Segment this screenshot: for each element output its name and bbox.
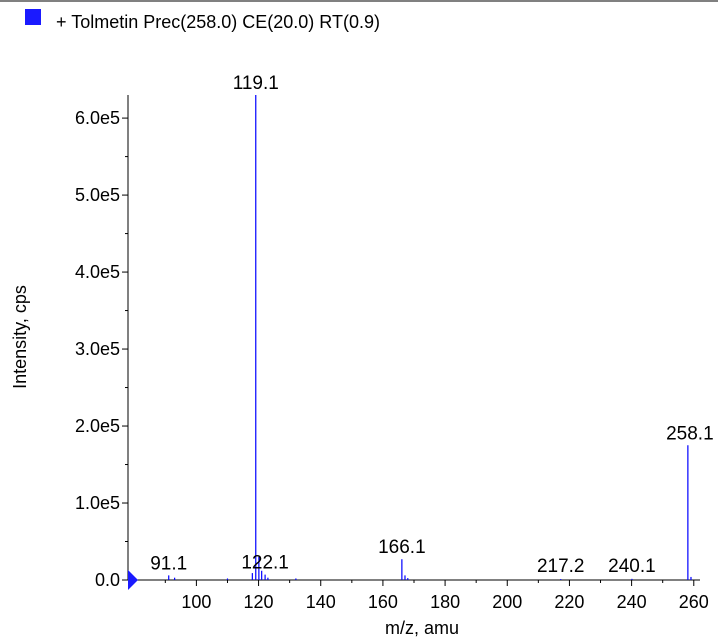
peak-label: 258.1 [666, 423, 714, 444]
peaks [168, 95, 692, 580]
y-tick-label: 2.0e5 [75, 416, 120, 436]
legend-label: + Tolmetin Prec(258.0) CE(20.0) RT(0.9) [56, 12, 380, 32]
peak-label: 240.1 [608, 556, 656, 577]
peak-label: 91.1 [150, 553, 187, 574]
x-tick-label: 120 [244, 592, 274, 612]
x-tick-label: 260 [679, 592, 709, 612]
x-tick-label: 100 [181, 592, 211, 612]
y-tick-label: 6.0e5 [75, 108, 120, 128]
y-tick-label: 5.0e5 [75, 185, 120, 205]
x-tick-label: 160 [368, 592, 398, 612]
peak-label: 217.2 [537, 556, 585, 577]
x-axis-title: m/z, amu [385, 618, 459, 638]
x-tick-label: 240 [617, 592, 647, 612]
y-axis-title: Intensity, cps [10, 285, 30, 389]
x-tick-label: 220 [554, 592, 584, 612]
y-tick-label: 3.0e5 [75, 339, 120, 359]
peak-labels: 91.1 119.1 122.1 166.1 217.2 240.1 258.1 [150, 73, 713, 577]
y-ticks: 0.0 1.0e5 2.0e5 3.0e5 4.0e5 5.0e5 6.0e5 [75, 108, 128, 590]
legend-swatch [25, 9, 41, 25]
x-tick-label: 200 [492, 592, 522, 612]
y-tick-label: 1.0e5 [75, 493, 120, 513]
legend: + Tolmetin Prec(258.0) CE(20.0) RT(0.9) [25, 9, 380, 32]
x-tick-label: 180 [430, 592, 460, 612]
peak-label: 166.1 [378, 537, 426, 558]
peak-label: 119.1 [233, 73, 279, 94]
x-tick-label: 140 [306, 592, 336, 612]
y-tick-label: 4.0e5 [75, 262, 120, 282]
zero-marker-icon [128, 570, 138, 590]
peak-label: 122.1 [241, 553, 289, 574]
y-tick-label: 0.0 [95, 570, 120, 590]
x-ticks: 100 120 140 160 180 200 220 240 260 [164, 580, 709, 612]
